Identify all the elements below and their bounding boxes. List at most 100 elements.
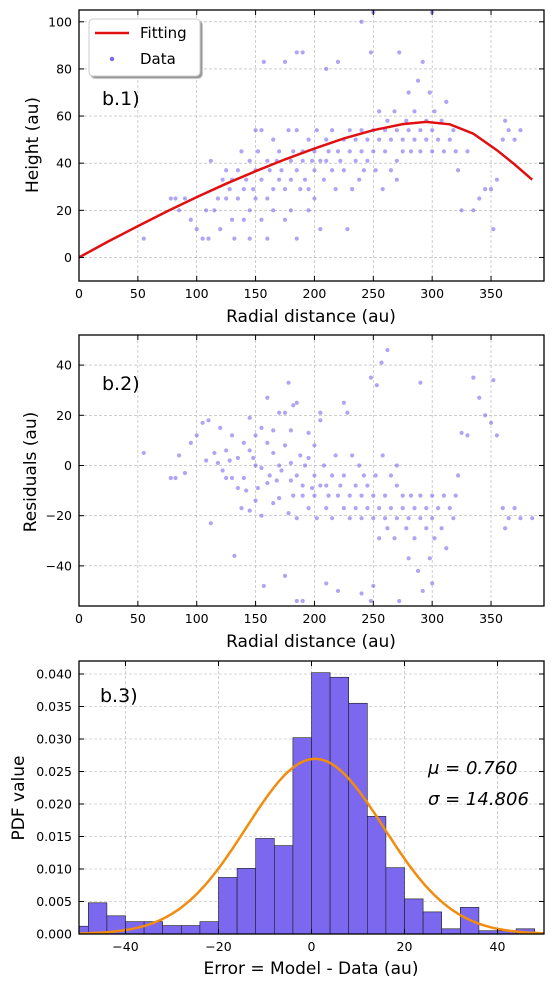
height-data-point: [224, 168, 229, 173]
histogram-bar: [273, 845, 294, 934]
histogram-y-tick-label: 0.000: [36, 927, 72, 942]
height-data-point: [241, 217, 246, 222]
residual-data-point: [388, 473, 394, 478]
histogram-x-tick-label: −20: [205, 939, 231, 954]
height-data-point: [330, 128, 335, 133]
residual-data-point: [412, 506, 417, 511]
histogram-y-tick-label: 0.025: [36, 764, 72, 779]
height-x-tick-label: 150: [244, 286, 268, 301]
residual-data-point: [277, 463, 282, 468]
histogram-x-axis-label: Error = Model - Data (au): [204, 959, 419, 979]
residuals-panel-label: b.2): [102, 373, 140, 395]
residual-data-point: [488, 420, 494, 425]
height-data-point: [300, 158, 305, 163]
height-data-point: [300, 50, 305, 55]
residual-data-point: [324, 581, 329, 586]
residual-data-point: [318, 418, 323, 423]
height-data-point: [361, 168, 366, 173]
residual-data-point: [294, 473, 299, 478]
height-data-point: [247, 208, 252, 213]
height-ticks: 0 50 100 150 200 250 300 350 0 20 40 60 80 100: [48, 10, 544, 301]
height-data-point: [259, 128, 264, 133]
height-data-point: [261, 59, 266, 64]
residual-data-point: [298, 453, 303, 458]
height-x-tick-label: 0: [75, 286, 83, 301]
height-data-point: [247, 158, 252, 163]
histogram-bar: [181, 925, 201, 934]
residuals-x-tick-label: 200: [303, 611, 327, 626]
residual-data-point: [309, 485, 315, 491]
height-axes-frame: [78, 9, 545, 282]
height-data-point: [455, 168, 461, 173]
height-data-point: [491, 227, 496, 232]
residual-data-point: [518, 516, 523, 521]
residual-data-point: [374, 383, 379, 388]
height-y-axis-label: Height (au): [23, 97, 43, 193]
residual-data-point: [215, 460, 221, 466]
histogram-panel-label: b.3): [100, 685, 138, 707]
height-data-point: [353, 137, 358, 142]
residual-data-point: [200, 420, 205, 425]
height-data-point: [494, 177, 500, 182]
residuals-panel: 0 50 100 150 200 250 300 350 −40 −20 0 20 40 b.2) Ra…: [21, 334, 545, 652]
height-data-point: [406, 128, 411, 133]
histogram-y-tick-label: 0.005: [36, 894, 72, 909]
residual-data-point: [357, 463, 362, 468]
height-data-point: [302, 177, 308, 182]
histogram-bar: [366, 816, 387, 934]
residual-data-point: [439, 526, 444, 531]
residual-data-point: [324, 506, 329, 511]
residual-data-point: [224, 448, 229, 453]
residual-data-point: [400, 493, 405, 498]
height-data-point: [408, 149, 414, 154]
residual-data-point: [247, 448, 252, 453]
residual-data-point: [394, 516, 399, 521]
height-data-point: [404, 118, 409, 123]
height-data-point: [424, 137, 429, 142]
residual-data-point: [253, 463, 258, 468]
height-data-point: [330, 168, 335, 173]
residual-data-point: [312, 443, 317, 448]
height-data-point: [518, 128, 523, 133]
residual-data-point: [229, 475, 235, 481]
height-data-point: [365, 137, 370, 142]
residuals-ticks: 0 50 100 150 200 250 300 350 −40 −20 0 20 40: [46, 335, 544, 626]
height-panel: 0 50 100 150 200 250 300 350 0 20 40 60 80 100 b.1) R…: [23, 9, 545, 327]
height-data-point: [306, 186, 311, 192]
residual-data-point: [300, 483, 305, 488]
residual-data-point: [286, 511, 291, 516]
residual-data-point: [282, 410, 288, 415]
height-data-point: [282, 217, 288, 222]
residuals-x-tick-label: 50: [130, 611, 146, 626]
residual-data-point: [382, 493, 388, 498]
height-data-point: [406, 90, 411, 95]
residual-data-point: [347, 493, 352, 498]
height-data-point: [394, 158, 399, 163]
histogram-bar: [236, 868, 257, 934]
height-data-point: [288, 177, 293, 182]
residual-data-point: [392, 536, 397, 541]
height-data-point: [335, 59, 341, 64]
residual-data-point: [326, 493, 331, 498]
height-data-point: [353, 158, 358, 163]
height-data-point: [141, 236, 146, 241]
height-data-point: [253, 128, 258, 133]
height-data-point: [200, 236, 205, 241]
residuals-y-tick-label: −40: [46, 558, 72, 573]
residual-data-point: [430, 516, 435, 521]
residual-data-point: [530, 516, 535, 521]
residual-data-point: [371, 583, 376, 589]
residual-data-point: [271, 501, 276, 506]
histogram-x-tick-label: 20: [397, 939, 413, 954]
histogram-y-tick-label: 0.020: [36, 797, 72, 812]
residual-data-point: [259, 513, 264, 518]
residuals-y-tick-label: 40: [56, 358, 72, 373]
residual-data-point: [418, 493, 423, 498]
residuals-y-axis-label: Residuals (au): [21, 412, 41, 533]
residual-data-point: [406, 556, 411, 561]
legend-fitting-label: Fitting: [140, 24, 187, 42]
residual-data-point: [247, 415, 252, 420]
height-data-point: [173, 196, 178, 201]
residual-data-point: [300, 493, 305, 498]
height-data-point: [247, 236, 252, 241]
